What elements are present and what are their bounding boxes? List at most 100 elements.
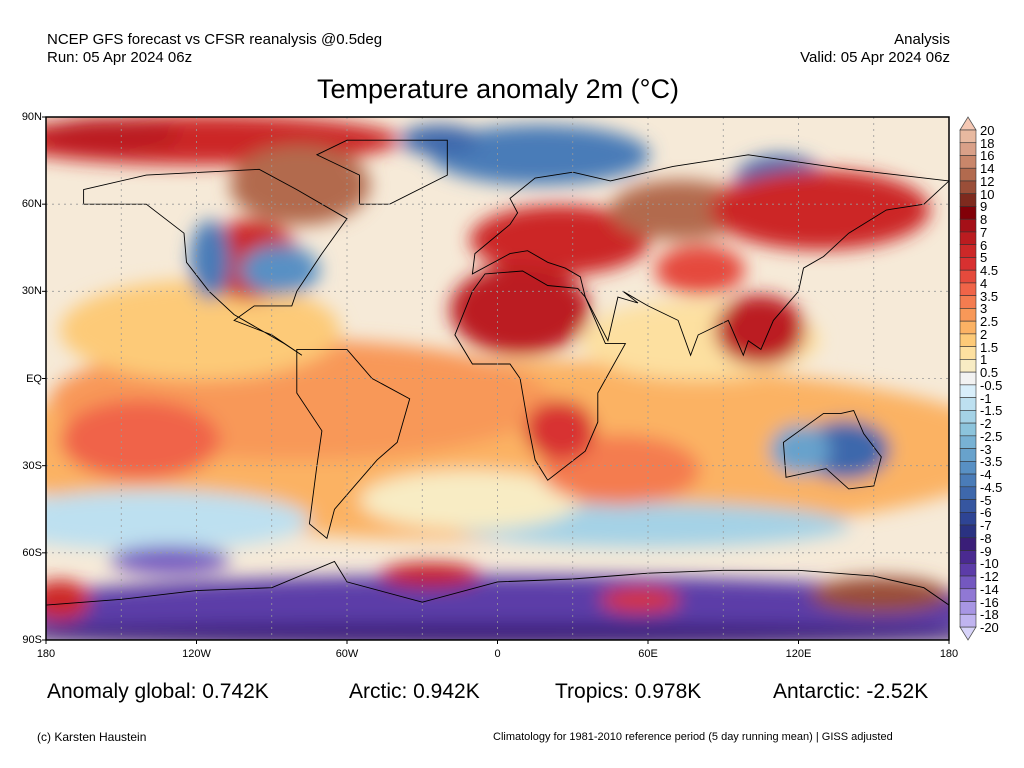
- anomaly-patch: [60, 280, 340, 380]
- run-time: Run: 05 Apr 2024 06z: [47, 49, 193, 66]
- colorbar-label: -1.5: [980, 403, 1003, 419]
- colorbar-bin: [959, 410, 977, 424]
- colorbar-label: 12: [980, 173, 995, 189]
- anomaly-field: [46, 117, 949, 640]
- colorbar-label: -3: [980, 441, 992, 457]
- colorbar-under-triangle: [959, 626, 977, 641]
- colorbar-bin: [959, 588, 977, 602]
- stat-arctic: Arctic: 0.942K: [349, 680, 480, 703]
- coastline-australia: [782, 409, 882, 490]
- colorbar-label: 3.5: [980, 288, 999, 304]
- colorbar-bin: [959, 346, 977, 360]
- colorbar-label: 4.5: [980, 263, 999, 279]
- colorbar-bin: [959, 601, 977, 615]
- colorbar-label: -10: [980, 556, 999, 572]
- colorbar-label: -2.5: [980, 428, 1003, 444]
- lat-label: 90N: [21, 111, 42, 123]
- colorbar-label: -4.5: [980, 479, 1003, 495]
- anomaly-patch: [770, 425, 830, 475]
- colorbar-bin: [959, 333, 977, 347]
- colorbar: [959, 116, 977, 641]
- coastline-south-america: [296, 348, 411, 540]
- lat-label: 90S: [22, 634, 42, 646]
- coastline-north-america: [83, 168, 348, 356]
- anomaly-patch: [710, 170, 930, 250]
- colorbar-bin: [959, 142, 977, 156]
- colorbar-bin: [959, 422, 977, 437]
- colorbar-bin: [959, 524, 977, 539]
- colorbar-bin: [959, 448, 977, 462]
- colorbar-label: 0.5: [980, 365, 999, 381]
- anomaly-patch: [190, 220, 230, 300]
- valid-time: Valid: 05 Apr 2024 06z: [800, 49, 950, 66]
- anomaly-patch: [380, 563, 480, 587]
- lat-label: 60N: [21, 198, 42, 211]
- stat-tropics: Tropics: 0.978K: [555, 680, 702, 703]
- anomaly-patch: [110, 546, 230, 574]
- lat-label: 60S: [22, 546, 42, 559]
- colorbar-label: -5: [980, 492, 992, 508]
- colorbar-bin: [959, 206, 977, 220]
- anomaly-patch: [230, 145, 370, 225]
- colorbar-label: -1: [980, 390, 992, 406]
- colorbar-bin: [959, 167, 977, 182]
- colorbar-label: 8: [980, 212, 988, 228]
- model-description: NCEP GFS forecast vs CFSR reanalysis @0.…: [47, 31, 383, 48]
- colorbar-bin: [959, 308, 977, 322]
- colorbar-label: -2: [980, 416, 992, 432]
- anomaly-patch: [240, 245, 320, 295]
- colorbar-label: -16: [980, 594, 999, 610]
- colorbar-bin: [959, 244, 977, 258]
- colorbar-label: -20: [980, 620, 999, 635]
- colorbar-bin: [959, 257, 977, 271]
- colorbar-bin: [959, 359, 977, 373]
- colorbar-bin: [959, 320, 977, 335]
- colorbar-bin: [959, 499, 977, 513]
- anomaly-patch: [60, 400, 220, 480]
- colorbar-bin: [959, 512, 977, 526]
- anomaly-patch: [46, 580, 90, 620]
- colorbar-label: -12: [980, 569, 999, 585]
- colorbar-bin: [959, 371, 977, 386]
- colorbar-bin: [959, 282, 977, 296]
- colorbar-bin: [959, 129, 977, 144]
- colorbar-label: 1: [980, 352, 988, 368]
- colorbar-bin: [959, 269, 977, 284]
- anomaly-patch: [610, 180, 750, 240]
- coastline-greenland: [315, 139, 448, 205]
- colorbar-label: 16: [980, 148, 995, 164]
- anomaly-patch: [655, 245, 745, 295]
- credit: (c) Karsten Haustein: [37, 730, 147, 744]
- lon-label: 120E: [785, 648, 812, 660]
- colorbar-label: -14: [980, 581, 999, 597]
- colorbar-bin: [959, 155, 977, 169]
- anomaly-patch: [46, 490, 310, 550]
- coastline-eurasia: [471, 154, 949, 357]
- colorbar-bin: [959, 384, 977, 398]
- stat-antarctic: Antarctic: -2.52K: [773, 680, 929, 703]
- colorbar-label: 10: [980, 186, 995, 202]
- anomaly-patch: [430, 125, 650, 185]
- anomaly-patch: [525, 400, 595, 460]
- lat-label: EQ: [26, 372, 42, 385]
- colorbar-label: 4: [980, 275, 988, 291]
- lat-label: 30S: [22, 459, 42, 472]
- colorbar-bin: [959, 550, 977, 564]
- colorbar-bin: [959, 562, 977, 577]
- anomaly-patch: [450, 265, 590, 355]
- colorbar-label: -7: [980, 518, 992, 534]
- colorbar-bin: [959, 575, 977, 590]
- colorbar-bin: [959, 473, 977, 488]
- colorbar-label: 14: [980, 161, 995, 177]
- colorbar-bin: [959, 486, 977, 500]
- colorbar-label: 7: [980, 224, 988, 240]
- analysis-label: Analysis: [894, 31, 950, 48]
- colorbar-bin: [959, 397, 977, 411]
- colorbar-label: -0.5: [980, 377, 1003, 393]
- colorbar-bin: [959, 231, 977, 245]
- colorbar-label: -4: [980, 467, 992, 483]
- colorbar-bin: [959, 537, 977, 551]
- lon-label: 0: [494, 648, 501, 660]
- lon-label: 180: [939, 648, 959, 660]
